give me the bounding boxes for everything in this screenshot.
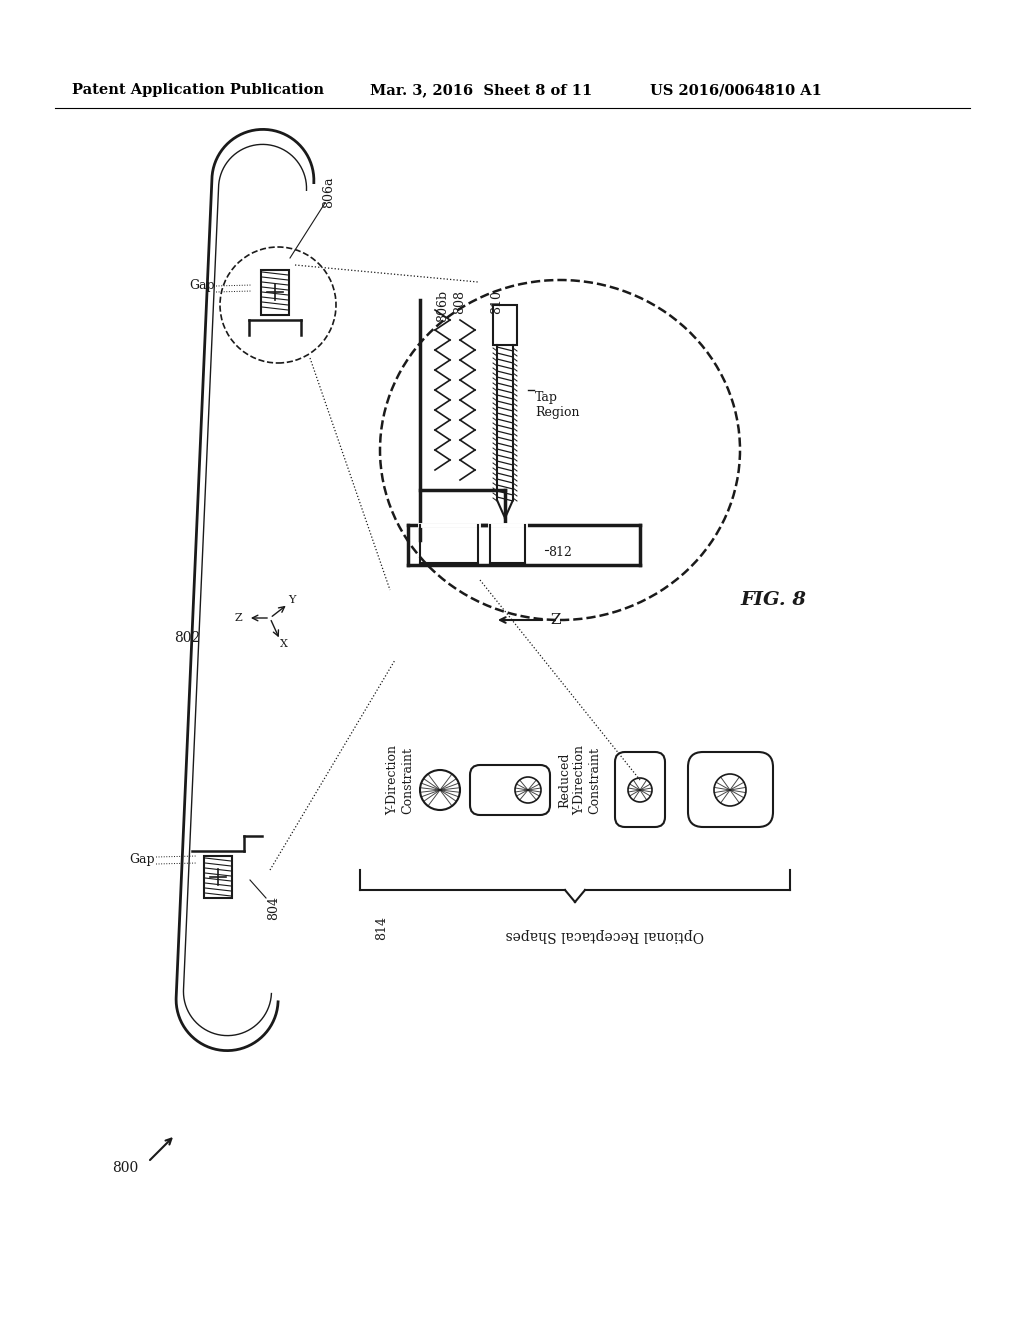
Text: US 2016/0064810 A1: US 2016/0064810 A1 [650,83,822,96]
Text: Tap
Region: Tap Region [535,391,580,418]
Text: 800: 800 [112,1162,138,1175]
Text: Gap: Gap [129,854,155,866]
Text: Z: Z [234,612,242,623]
Text: Optional Receptacal Shapes: Optional Receptacal Shapes [506,928,705,942]
Text: 802: 802 [174,631,200,645]
Text: 812: 812 [548,545,571,558]
Bar [261,271,289,315]
Text: Y: Y [289,595,296,605]
Text: 808: 808 [453,290,466,314]
Text: Mar. 3, 2016  Sheet 8 of 11: Mar. 3, 2016 Sheet 8 of 11 [370,83,592,96]
Bar [493,305,517,345]
Text: 806a: 806a [322,177,335,207]
Text: Gap: Gap [189,280,215,293]
Text: 814: 814 [375,916,388,940]
Text: 804: 804 [267,896,280,920]
Text: Z: Z [550,612,560,627]
Text: Patent Application Publication: Patent Application Publication [72,83,324,96]
Text: X: X [280,639,288,649]
Text: Reduced
Y-Direction
Constraint: Reduced Y-Direction Constraint [558,744,601,814]
Text: 810: 810 [490,290,503,314]
Text: FIG. 8: FIG. 8 [740,591,806,609]
Text: 806b: 806b [436,290,449,322]
Bar [204,855,232,898]
Text: Y-Direction
Constraint: Y-Direction Constraint [386,744,414,814]
